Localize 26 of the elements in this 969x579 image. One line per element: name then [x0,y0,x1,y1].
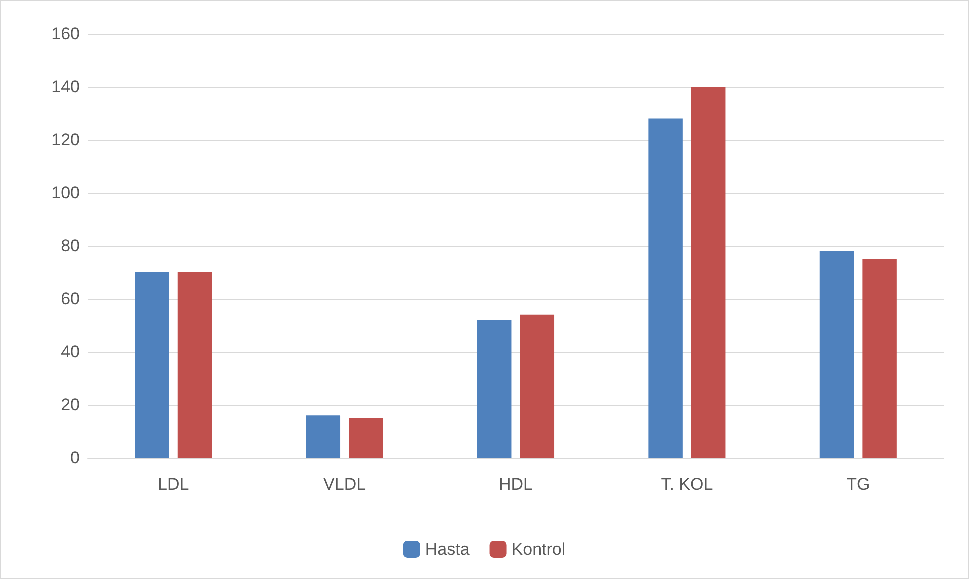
bar [477,320,512,458]
y-tick-label: 20 [61,396,80,414]
bar [862,259,897,458]
x-tick-label: VLDL [324,475,366,494]
y-tick-label: 80 [61,236,80,256]
bar [691,87,726,458]
bar [178,272,212,458]
bar [349,418,384,458]
legend-label: Kontrol [512,540,566,559]
legend-label: Hasta [425,540,470,559]
x-tick-label: TG [846,475,870,494]
y-tick-label: 160 [52,24,80,44]
y-tick-label: 60 [61,290,80,308]
x-tick-label: T. KOL [661,475,714,494]
y-tick-label: 40 [61,342,80,362]
y-tick-label: 100 [52,184,80,202]
bar [520,314,555,458]
y-tick-label: 140 [52,78,80,96]
bar [135,272,170,458]
bar [820,251,854,458]
x-tick-label: HDL [498,475,534,494]
bar [306,416,341,458]
x-tick-label: LDL [158,475,190,494]
bar [648,118,683,458]
y-tick-label: 120 [52,130,80,150]
y-tick-label: 0 [70,448,80,468]
